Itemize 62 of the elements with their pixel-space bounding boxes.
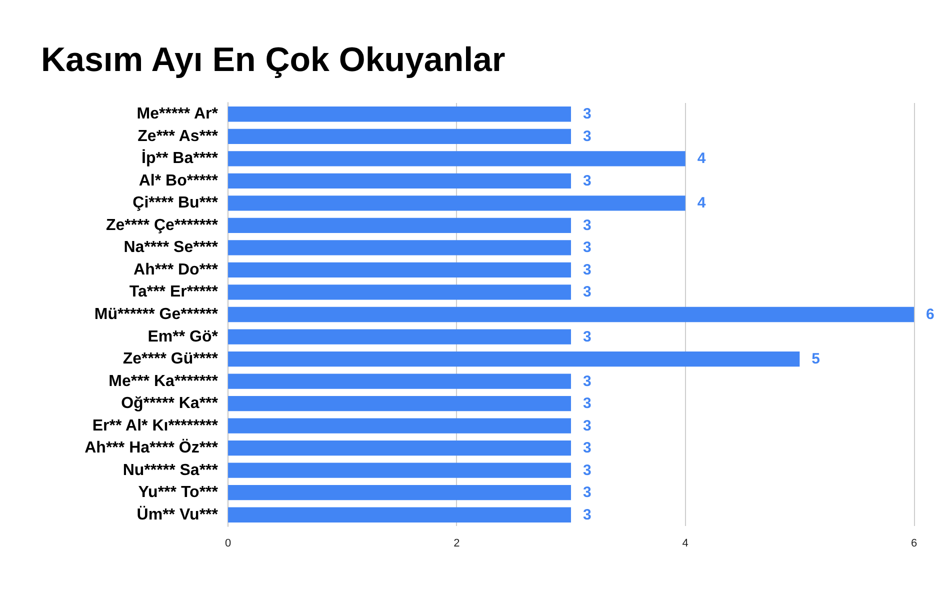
bar	[228, 418, 571, 434]
data-label: 3	[583, 372, 592, 390]
bar	[228, 196, 686, 211]
y-tick-label: Oğ***** Ka***	[121, 395, 219, 412]
y-tick-label: Üm** Vu***	[136, 505, 219, 524]
bar	[228, 396, 571, 412]
y-tick-label: Er** Al* Kı********	[92, 417, 219, 434]
bar	[228, 284, 571, 300]
y-tick-label: Me***** Ar*	[136, 106, 219, 123]
data-label: 3	[583, 128, 592, 145]
y-tick-label: Me*** Ka*******	[108, 372, 219, 390]
y-tick-label: Ze**** Gü****	[122, 350, 219, 368]
y-tick-label: Ah*** Do***	[134, 261, 219, 278]
x-tick-label: 0	[224, 538, 232, 550]
data-label: 3	[583, 261, 592, 278]
chart-title: Kasım Ayı En Çok Okuyanlar	[41, 41, 506, 79]
data-label: 5	[812, 350, 820, 368]
data-label: 3	[583, 284, 592, 301]
x-tick-label: 6	[910, 538, 918, 550]
data-label: 3	[583, 462, 592, 479]
bar	[228, 218, 571, 234]
bar	[228, 240, 571, 256]
bar	[228, 351, 800, 367]
bar	[228, 106, 571, 122]
x-tick-label: 4	[682, 538, 688, 550]
data-label: 3	[583, 106, 592, 123]
bar	[228, 262, 571, 278]
data-label: 3	[583, 417, 592, 434]
data-label: 4	[697, 150, 706, 168]
y-tick-label: Na**** Se****	[124, 239, 219, 256]
y-tick-label: Yu*** To***	[138, 484, 219, 502]
bar	[228, 485, 571, 500]
data-label: 3	[583, 328, 592, 346]
data-label: 3	[583, 395, 592, 412]
bar	[228, 306, 914, 322]
data-label: 3	[583, 506, 592, 524]
y-tick-label: Mü****** Ge******	[94, 306, 219, 323]
y-tick-label: Ta*** Er*****	[129, 284, 219, 301]
bar	[228, 507, 571, 522]
y-tick-label: Em** Gö*	[148, 328, 219, 346]
y-tick-label: Ah*** Ha**** Öz***	[84, 438, 219, 457]
data-label: 3	[583, 239, 592, 256]
data-label: 3	[583, 440, 592, 457]
y-tick-label: İp** Ba****	[142, 149, 219, 168]
bar	[228, 173, 571, 188]
y-tick-label: Çi**** Bu***	[132, 194, 219, 212]
bar	[228, 151, 686, 166]
bar	[228, 128, 571, 144]
y-tick-label: Al* Bo*****	[138, 172, 219, 190]
y-tick-label: Ze**** Çe*******	[106, 216, 219, 234]
bar	[228, 462, 571, 478]
data-label: 4	[697, 194, 706, 212]
bar	[228, 329, 571, 344]
data-label: 3	[583, 172, 592, 190]
y-tick-label: Nu***** Sa***	[122, 462, 219, 479]
bar	[228, 374, 571, 389]
bar	[228, 440, 571, 456]
data-label: 3	[583, 484, 592, 502]
data-label: 3	[583, 216, 592, 234]
y-tick-label: Ze*** As***	[138, 128, 219, 145]
data-label: 6	[926, 306, 934, 323]
x-tick-label: 2	[454, 538, 460, 550]
